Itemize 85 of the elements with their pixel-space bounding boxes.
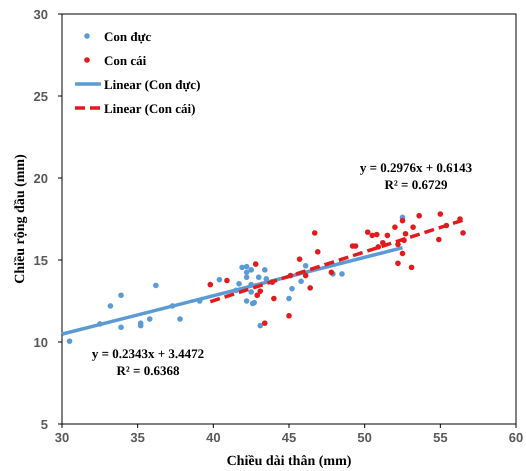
y-tick-label: 5 (40, 417, 48, 432)
y-tick-label: 30 (34, 7, 48, 22)
point (380, 240, 386, 246)
point (312, 230, 318, 236)
point (262, 267, 268, 273)
point (257, 322, 264, 328)
point (302, 272, 308, 278)
point (302, 262, 308, 269)
point (244, 298, 250, 304)
point (438, 211, 444, 217)
point (402, 230, 408, 237)
y-tick-label: 15 (34, 253, 48, 268)
point (288, 272, 294, 278)
x-tick-label: 35 (130, 430, 145, 445)
legend-label: Con đực (104, 29, 152, 44)
point (395, 242, 401, 248)
x-tick-label: 50 (357, 430, 372, 445)
point (256, 274, 262, 280)
point (271, 296, 277, 302)
point (248, 267, 254, 273)
point (375, 244, 382, 250)
point (170, 303, 176, 309)
point (257, 288, 264, 294)
point (307, 285, 313, 291)
point (264, 276, 270, 282)
annotation: y = 0.2343x + 3.4472 (92, 346, 204, 361)
x-tick-label: 55 (433, 430, 448, 445)
point (460, 230, 466, 236)
point (286, 312, 292, 319)
point (410, 224, 416, 230)
point (216, 276, 222, 282)
point (296, 256, 302, 262)
point (400, 250, 406, 256)
annotation: y = 0.2976x + 0.6143 (360, 160, 473, 175)
point (444, 222, 450, 228)
x-tick-label: 30 (54, 430, 70, 445)
point (248, 289, 254, 295)
legend-label: Con cái (104, 53, 147, 68)
x-tick-label: 40 (206, 430, 221, 445)
y-tick-label: 10 (34, 335, 48, 350)
y-axis-title: Chiều rộng đầu (mm) (13, 154, 28, 284)
point (118, 292, 124, 298)
point (233, 288, 239, 294)
point (252, 261, 259, 267)
point (298, 278, 304, 284)
point (374, 232, 380, 238)
point (289, 286, 295, 292)
point (339, 271, 345, 277)
point (400, 218, 406, 224)
x-axis-title: Chiều dài thân (mm) (226, 454, 352, 469)
point (384, 232, 390, 238)
annotation: R² = 0.6368 (116, 363, 180, 378)
point (236, 280, 242, 287)
y-tick-label: 20 (34, 171, 48, 186)
point (239, 264, 245, 270)
point (408, 264, 414, 270)
point (118, 324, 124, 330)
point (254, 292, 260, 298)
x-tick-label: 60 (508, 430, 524, 445)
point (248, 282, 254, 288)
legend-label: Linear (Con đực) (104, 77, 200, 92)
point (177, 316, 183, 322)
point (108, 303, 114, 309)
point (244, 264, 250, 270)
y-tick-label: 25 (34, 89, 48, 104)
point (224, 278, 230, 284)
point (153, 282, 159, 288)
point (244, 274, 250, 280)
point (395, 260, 401, 266)
x-tick-label: 45 (282, 430, 296, 445)
point (436, 236, 442, 242)
point (416, 212, 422, 219)
point (401, 238, 407, 244)
point (392, 224, 398, 230)
annotation: R² = 0.6729 (384, 177, 448, 192)
point (146, 316, 153, 322)
point (286, 296, 292, 302)
point (270, 279, 276, 285)
point (364, 229, 370, 235)
point (208, 282, 214, 288)
point (262, 320, 268, 326)
point (66, 338, 72, 344)
legend-label: Linear (Con cái) (104, 101, 196, 116)
point (314, 249, 321, 255)
point (244, 270, 250, 276)
